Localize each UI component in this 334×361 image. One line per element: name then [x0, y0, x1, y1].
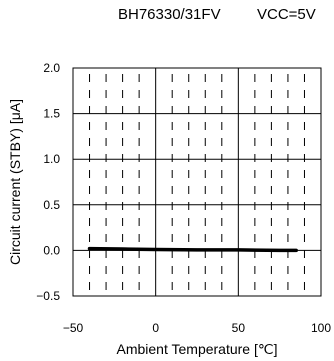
y-tick-label: 1.0	[43, 152, 60, 166]
y-axis-label: Circuit current (STBY) [μA]	[7, 99, 23, 265]
tick-labels: −0.5 0.0 0.5 1.0 1.5 2.0 −50 0 50 100	[36, 61, 331, 335]
test-condition: VCC=5V	[257, 6, 316, 23]
data-layer	[87, 246, 298, 253]
x-tick-label: 0	[152, 321, 159, 335]
x-tick-label: 50	[232, 321, 246, 335]
x-tick-label: 100	[311, 321, 331, 335]
y-tick-label: 2.0	[43, 61, 60, 75]
series-line-0	[87, 246, 298, 253]
plot-frame	[72, 67, 322, 297]
chart-header: BH76330/31FV VCC=5V	[0, 6, 334, 28]
grid	[72, 67, 322, 297]
y-tick-label: −0.5	[36, 289, 60, 303]
y-tick-label: 0.0	[43, 243, 60, 257]
device-name: BH76330/31FV	[118, 6, 221, 23]
x-tick-label: −50	[63, 321, 84, 335]
y-tick-label: 0.5	[43, 198, 60, 212]
y-tick-label: 1.5	[43, 107, 60, 121]
x-axis-label: Ambient Temperature [℃]	[117, 341, 278, 357]
